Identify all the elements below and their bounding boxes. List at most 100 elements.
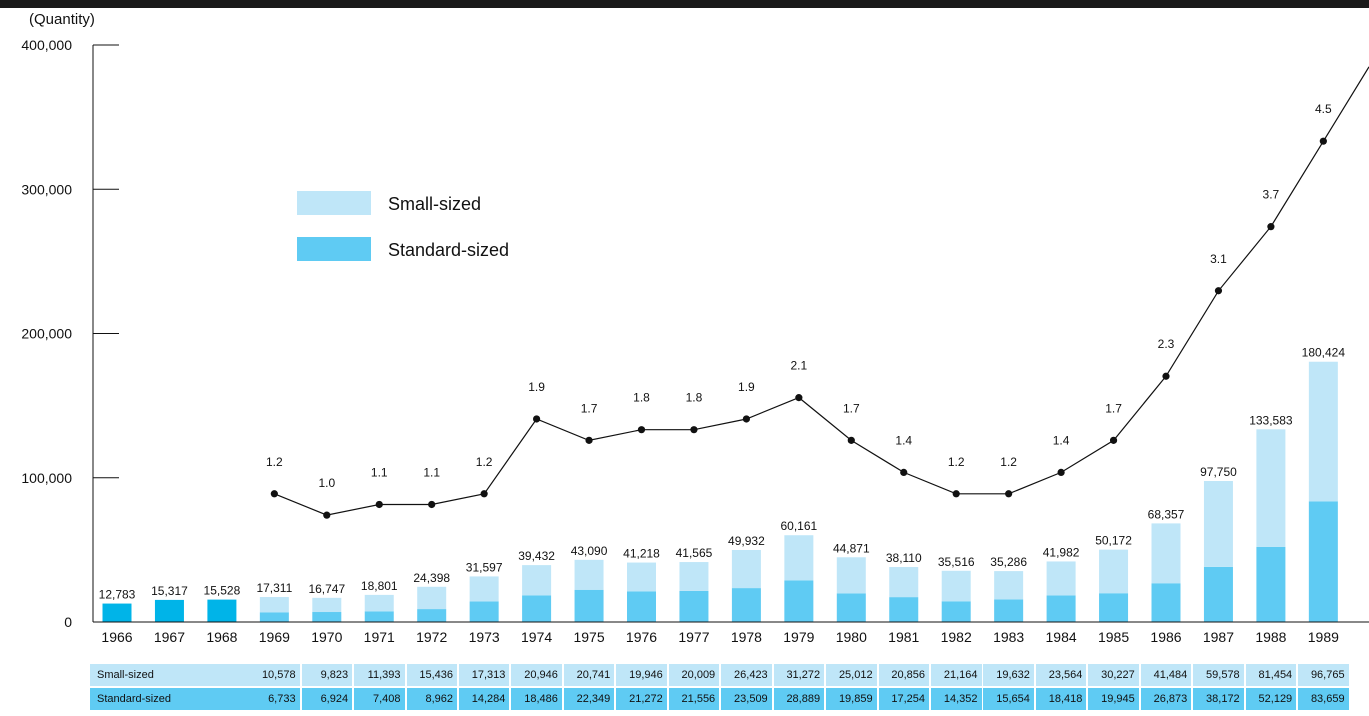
ratio-label-1969: 1.2 [266, 455, 283, 469]
bar-standard-sized-1985 [1099, 593, 1129, 622]
bar-total-1967 [154, 599, 184, 622]
ratio-label-1970: 1.0 [318, 476, 335, 490]
ratio-point-1971 [375, 500, 383, 509]
bar-small-sized-1989 [1308, 361, 1338, 502]
x-tick-label-1986: 1986 [1150, 629, 1181, 645]
y-axis-label: (Quantity) [29, 11, 95, 28]
bar-small-sized-1987 [1203, 480, 1233, 567]
total-label-1974: 39,432 [518, 549, 555, 563]
table-cell: 52,129 [1245, 688, 1297, 710]
table-cell: 19,859 [826, 688, 877, 710]
table-row-label: Standard-sized [90, 688, 258, 710]
bar-standard-sized-1980 [836, 593, 866, 622]
x-tick-label-1973: 1973 [469, 629, 500, 645]
x-tick-label-1985: 1985 [1098, 629, 1129, 645]
bar-standard-sized-1970 [312, 612, 342, 622]
x-tick-label-1980: 1980 [836, 629, 867, 645]
ratio-point-1978 [742, 415, 751, 423]
table-row: Standard-sized 6,733 6,924 7,408 8,962 14,284… [90, 688, 1365, 710]
ratio-point-1973 [480, 490, 488, 498]
x-tick-label-1982: 1982 [941, 629, 972, 645]
legend-label-small-sized: Small-sized [388, 194, 481, 214]
table-cell: 6,733 [249, 688, 300, 710]
bars: 12,783 15,317 15,528 17,311 16,747 18,801 24,3… [99, 346, 1346, 622]
bar-small-sized-1977 [679, 562, 709, 591]
x-tick-label-1974: 1974 [521, 629, 552, 645]
total-label-1979: 60,161 [780, 519, 817, 533]
ratio-point-1976 [637, 426, 646, 434]
table-cell: 17,313 [458, 664, 510, 686]
total-label-1971: 18,801 [361, 579, 398, 593]
table-cell: 15,436 [406, 664, 457, 686]
ratio-point-1988 [1267, 223, 1275, 231]
ratio-label-1979: 2.1 [791, 359, 808, 373]
ratio-point-1970 [323, 511, 331, 519]
bar-standard-sized-1979 [784, 580, 814, 622]
table-cell: 31,272 [773, 664, 825, 686]
top-bar [0, 0, 1369, 8]
ratio-label-1987: 3.1 [1210, 252, 1227, 266]
legend-swatch-standard-sized [297, 237, 371, 261]
x-tick-label-1988: 1988 [1255, 629, 1286, 645]
ratio-label-1971: 1.1 [371, 465, 388, 479]
table-cell: 41,484 [1140, 664, 1192, 686]
table-cell: 19,946 [616, 664, 667, 686]
table-cell: 23,564 [1035, 664, 1087, 686]
table-cell: 20,009 [668, 664, 720, 686]
ratio-label-1980: 1.7 [843, 401, 860, 415]
bar-small-sized-1972 [417, 586, 447, 610]
x-tick-label-1976: 1976 [626, 629, 657, 645]
x-tick-label-1978: 1978 [731, 629, 762, 645]
x-axis: 1966 1967 1968 1969 1970 1971 1972 1973 1974 1975… [93, 621, 1369, 645]
table-cell: 83,659 [1298, 688, 1349, 710]
total-label-1972: 24,398 [413, 571, 450, 585]
total-label-1989: 180,424 [1302, 346, 1346, 360]
production-chart: (Quantity) 0 100,000 200,000 300,000 400,000… [21, 11, 1369, 645]
table-cell: 10,578 [249, 664, 300, 686]
table-cell: 22,349 [563, 688, 615, 710]
y-tick-label-1: 100,000 [21, 470, 72, 486]
total-label-1969: 17,311 [256, 581, 292, 595]
y-tick-label-0: 0 [64, 614, 72, 630]
table-cell: 20,856 [878, 664, 929, 686]
ratio-point-1980 [847, 436, 855, 444]
table-cell: 38,172 [1193, 688, 1244, 710]
total-label-1975: 43,090 [571, 544, 608, 558]
total-label-1986: 68,357 [1148, 507, 1185, 521]
y-tick-label-4: 400,000 [21, 37, 72, 53]
ratio-point-1981 [900, 468, 908, 477]
table-cell: 9,823 [301, 664, 353, 686]
bar-small-sized-1980 [836, 557, 866, 594]
bar-small-sized-1970 [312, 597, 342, 613]
x-tick-label-1967: 1967 [154, 629, 185, 645]
table-cell: 21,272 [616, 688, 667, 710]
table-cell: 6,924 [301, 688, 353, 710]
total-label-1978: 49,932 [728, 534, 765, 548]
ratio-label-1975: 1.7 [581, 401, 598, 415]
legend: Small-sized Standard-sized [297, 191, 509, 261]
ratio-point-1982 [952, 490, 960, 498]
total-label-1984: 41,982 [1043, 545, 1080, 559]
table-cell: 81,454 [1245, 664, 1297, 686]
table-cell: 18,486 [511, 688, 562, 710]
bar-standard-sized-1973 [469, 601, 499, 622]
y-axis: 0 100,000 200,000 300,000 400,000 [21, 37, 119, 630]
total-label-1985: 50,172 [1095, 534, 1132, 548]
ratio-label-1984: 1.4 [1053, 433, 1070, 447]
bar-standard-sized-1981 [889, 597, 919, 622]
table-cell: 8,962 [406, 688, 457, 710]
ratio-label-1976: 1.8 [633, 391, 650, 405]
ratio-label-1986: 2.3 [1158, 337, 1175, 351]
ratio-label-1982: 1.2 [948, 455, 965, 469]
bar-small-sized-1976 [627, 562, 656, 592]
total-label-1988: 133,583 [1249, 413, 1293, 427]
table-cell: 20,741 [563, 664, 615, 686]
ratio-point-1979 [795, 394, 803, 402]
bar-small-sized-1981 [889, 567, 919, 598]
table-cell: 28,889 [773, 688, 825, 710]
y-tick-label-2: 200,000 [21, 326, 72, 342]
bar-small-sized-1986 [1151, 523, 1181, 584]
total-label-1980: 44,871 [833, 541, 870, 555]
ratio-point-1969 [270, 490, 278, 498]
bar-standard-sized-1978 [731, 588, 761, 622]
